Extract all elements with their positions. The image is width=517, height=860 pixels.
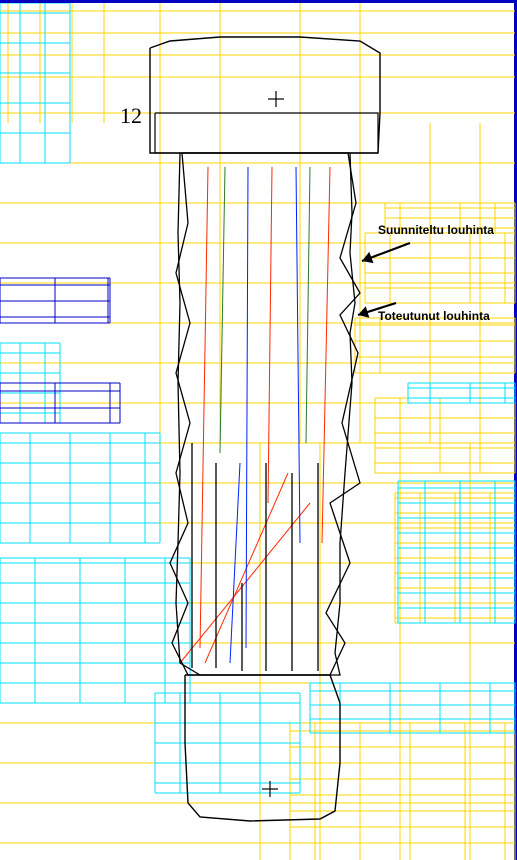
diagram-canvas: 12 Suunniteltu louhinta Toteutunut louhi… bbox=[0, 0, 517, 860]
station-label: 12 bbox=[120, 103, 142, 129]
annotation-planned-label: Suunniteltu louhinta bbox=[378, 223, 494, 237]
annotation-actual-label: Toteutunut louhinta bbox=[378, 309, 490, 323]
diagram-svg bbox=[0, 3, 517, 860]
